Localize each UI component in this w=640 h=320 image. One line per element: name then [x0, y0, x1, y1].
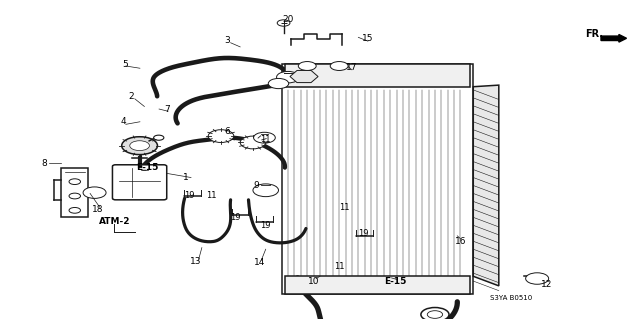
- Circle shape: [154, 135, 164, 140]
- Text: 12: 12: [541, 280, 552, 289]
- Text: 16: 16: [455, 237, 467, 246]
- Text: 19: 19: [230, 213, 241, 222]
- Circle shape: [253, 184, 278, 197]
- Text: ATM-2: ATM-2: [99, 217, 130, 226]
- Text: 17: 17: [346, 63, 358, 72]
- Circle shape: [83, 187, 106, 198]
- Circle shape: [130, 141, 149, 151]
- Circle shape: [69, 179, 81, 185]
- Text: E-15: E-15: [136, 164, 159, 172]
- Text: 19: 19: [358, 229, 369, 238]
- Circle shape: [525, 273, 548, 284]
- Circle shape: [69, 193, 81, 199]
- Text: 11: 11: [206, 190, 217, 200]
- Text: 11: 11: [260, 135, 271, 144]
- Circle shape: [298, 61, 316, 70]
- Text: 3: 3: [225, 36, 230, 45]
- Text: 13: 13: [189, 258, 201, 267]
- Circle shape: [330, 61, 348, 70]
- Circle shape: [208, 130, 234, 142]
- Text: FR.: FR.: [586, 29, 604, 39]
- Text: 1: 1: [183, 173, 189, 182]
- Text: 8: 8: [41, 159, 47, 168]
- Text: 5: 5: [122, 60, 128, 69]
- Text: 9: 9: [253, 181, 259, 190]
- Polygon shape: [601, 35, 627, 42]
- Text: 7: 7: [164, 105, 170, 114]
- Text: 19: 19: [184, 191, 195, 200]
- Circle shape: [428, 311, 443, 318]
- Circle shape: [421, 308, 449, 320]
- Circle shape: [268, 78, 289, 89]
- Circle shape: [240, 136, 266, 149]
- Text: E-15: E-15: [384, 277, 406, 286]
- Circle shape: [277, 20, 290, 26]
- Text: 2: 2: [129, 92, 134, 101]
- FancyBboxPatch shape: [61, 168, 88, 217]
- Text: 19: 19: [260, 221, 271, 230]
- Polygon shape: [473, 85, 499, 286]
- Text: 14: 14: [253, 258, 265, 267]
- Text: 4: 4: [120, 117, 126, 126]
- Text: S3YA B0510: S3YA B0510: [490, 295, 532, 301]
- FancyBboxPatch shape: [282, 64, 473, 294]
- Circle shape: [253, 132, 275, 143]
- FancyBboxPatch shape: [113, 165, 167, 200]
- Text: 6: 6: [225, 127, 230, 136]
- Text: 11: 11: [334, 262, 344, 271]
- Text: 11: 11: [339, 203, 349, 212]
- Circle shape: [69, 207, 81, 213]
- Text: 20: 20: [282, 15, 294, 24]
- FancyBboxPatch shape: [285, 64, 470, 87]
- Circle shape: [276, 71, 300, 83]
- Text: 18: 18: [92, 205, 104, 214]
- Text: 15: 15: [362, 35, 374, 44]
- Text: 10: 10: [308, 276, 319, 285]
- Circle shape: [122, 137, 157, 155]
- FancyBboxPatch shape: [285, 276, 470, 294]
